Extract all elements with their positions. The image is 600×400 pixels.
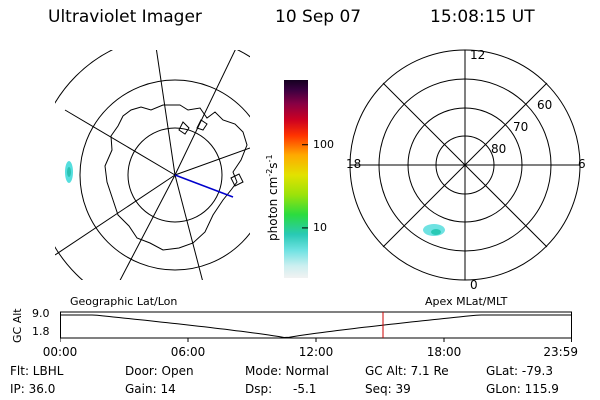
lat-circle-70 [79,79,250,271]
mlt-label-12: 12 [470,48,486,62]
instrument-title: Ultraviolet Imager [48,7,202,27]
mlat-label-70: 70 [513,120,529,134]
colorbar [284,80,308,278]
dsp-info: Dsp: [245,382,273,396]
gain-info: Gain: 14 [125,382,176,396]
date-label: 10 Sep 07 [275,7,362,27]
mlt-axis-diagonal [382,82,548,248]
timeline-x-tick-label: 12:00 [298,345,334,359]
mlat-label-80: 80 [491,142,507,156]
dsp-value: -5.1 [293,382,317,396]
door-info: Door: Open [125,364,194,378]
meridian-line [64,109,176,176]
glat-info: GLat: -79.3 [486,364,553,378]
timeline-frame [60,311,572,339]
mlt-label-18: 18 [346,157,362,171]
aurora-patch-core [67,167,71,177]
geographic-map [55,50,250,280]
meridian-line [55,174,176,256]
colorbar-tick-label: 100 [313,137,334,151]
timeline-x-tick-label: 23:59 [543,345,578,359]
colorbar-unit-label: photon cm-2s-1 [265,154,280,241]
filter-info: Flt: LBHL [10,364,64,378]
timeline-plot [60,311,572,342]
time-label: 15:08:15 UT [430,7,535,27]
timeline-y-tick-min: 1.8 [32,325,50,338]
meridian-line [174,174,203,280]
timeline-y-tick-max: 9.0 [32,307,50,320]
coastline-detail [196,119,208,131]
meridian-line [174,50,236,176]
coastline-detail [230,173,244,187]
coastline-detail [178,121,190,135]
colorbar-fill [284,80,308,278]
seq-info: Seq: 39 [365,382,411,396]
unit-photon-cm: photon cm [266,176,280,241]
timeline-x-tick-label: 00:00 [42,345,78,359]
ip-info: IP: 36.0 [10,382,56,396]
mlt-label-0: 0 [470,278,478,292]
gc-alt-info: GC Alt: 7.1 Re [365,364,449,378]
colorbar-tick-label: 10 [313,220,327,234]
coastline [104,104,248,251]
timeline-x-tick-label: 18:00 [426,345,462,359]
unit-s: s [266,162,280,169]
altitude-curve [60,314,572,339]
gc-alt-label: GC Alt [11,308,24,343]
meridian-line [119,174,176,280]
mlt-label-6: 6 [578,157,586,171]
polar-plot [349,49,581,281]
aurora-patch-core [431,229,441,235]
unit-exp-2: -1 [265,154,274,163]
timeline-x-tick-label: 06:00 [170,345,206,359]
glon-info: GLon: 115.9 [486,382,559,396]
mlat-label-60: 60 [537,98,553,112]
lat-circle-80 [127,127,223,223]
unit-exp-1: -2 [265,168,274,177]
mode-info: Mode: Normal [245,364,329,378]
meridian-line [155,50,176,176]
timeline-y-axis-label: GC Alt [11,308,24,343]
timeline-right-title: Apex MLat/MLT [425,295,508,308]
timeline-left-title: Geographic Lat/Lon [70,295,178,308]
satellite-track [174,174,234,198]
meridian-line [174,147,250,176]
